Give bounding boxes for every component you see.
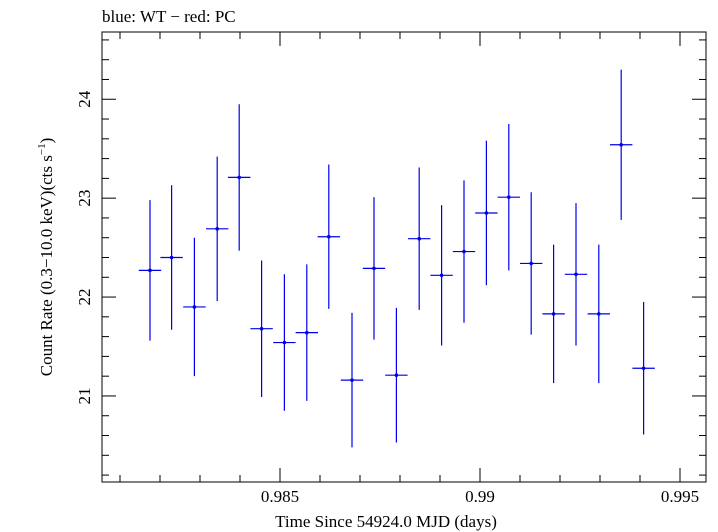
- point-marker: [597, 312, 601, 316]
- point-marker: [641, 366, 646, 371]
- plot-frame: [101, 31, 707, 483]
- point-marker: [169, 255, 174, 260]
- data-point: [250, 260, 273, 397]
- point-marker: [529, 261, 533, 266]
- x-tick-labels: 0.985 0.99 0.995: [261, 487, 699, 506]
- data-point: [610, 69, 633, 220]
- data-point: [408, 167, 431, 310]
- point-marker: [394, 373, 399, 377]
- point-marker: [192, 305, 197, 309]
- y-axis-label: Count Rate (0.3−10.0 keV)(cts s−1): [36, 138, 56, 377]
- point-marker: [237, 175, 241, 180]
- y-axis-label-close: ): [37, 138, 56, 144]
- point-marker: [148, 268, 152, 273]
- chart-title: blue: WT − red: PC: [102, 7, 236, 26]
- x-tick-label: 0.995: [661, 487, 699, 506]
- y-axis-label-main: Count Rate (0.3−10.0 keV)(cts s: [37, 155, 56, 376]
- data-point: [385, 307, 408, 443]
- data-point: [587, 244, 610, 384]
- y-tick-label: 23: [75, 190, 94, 207]
- point-marker: [574, 272, 578, 277]
- data-point: [273, 274, 296, 411]
- x-axis-label: Time Since 54924.0 MJD (days): [275, 512, 497, 531]
- point-marker: [215, 227, 219, 231]
- data-point: [632, 302, 655, 435]
- data-point: [138, 200, 162, 341]
- point-marker: [551, 312, 556, 316]
- data-point: [362, 197, 386, 340]
- x-tick-label: 0.985: [261, 487, 299, 506]
- point-marker: [350, 378, 354, 382]
- y-tick-label: 22: [75, 289, 94, 306]
- data-points: [138, 69, 655, 448]
- data-point: [520, 192, 543, 335]
- point-marker: [462, 249, 466, 254]
- y-tick-label: 21: [75, 387, 94, 404]
- data-point: [475, 140, 498, 286]
- point-marker: [619, 142, 623, 147]
- x-tick-label: 0.99: [465, 487, 495, 506]
- point-marker: [372, 266, 376, 271]
- data-point: [497, 123, 520, 271]
- point-marker: [439, 273, 444, 278]
- data-point: [295, 264, 318, 401]
- point-marker: [327, 234, 331, 239]
- axis-ticks: [102, 32, 706, 482]
- point-marker: [259, 326, 264, 331]
- data-point: [452, 180, 476, 323]
- data-point: [228, 104, 251, 251]
- y-tick-labels: 21 22 23 24: [75, 90, 94, 404]
- data-point: [183, 237, 206, 377]
- data-point: [430, 205, 453, 346]
- data-point: [542, 244, 565, 384]
- point-marker: [282, 340, 287, 345]
- data-point: [564, 203, 588, 346]
- data-point: [340, 312, 364, 448]
- point-marker: [305, 330, 309, 335]
- point-marker: [507, 195, 511, 199]
- y-tick-label: 24: [75, 90, 94, 108]
- point-marker: [417, 236, 422, 241]
- data-point: [206, 156, 229, 302]
- y-axis-label-sup: −1: [36, 143, 48, 155]
- data-point: [160, 185, 183, 330]
- data-point: [317, 164, 340, 309]
- point-marker: [484, 211, 489, 215]
